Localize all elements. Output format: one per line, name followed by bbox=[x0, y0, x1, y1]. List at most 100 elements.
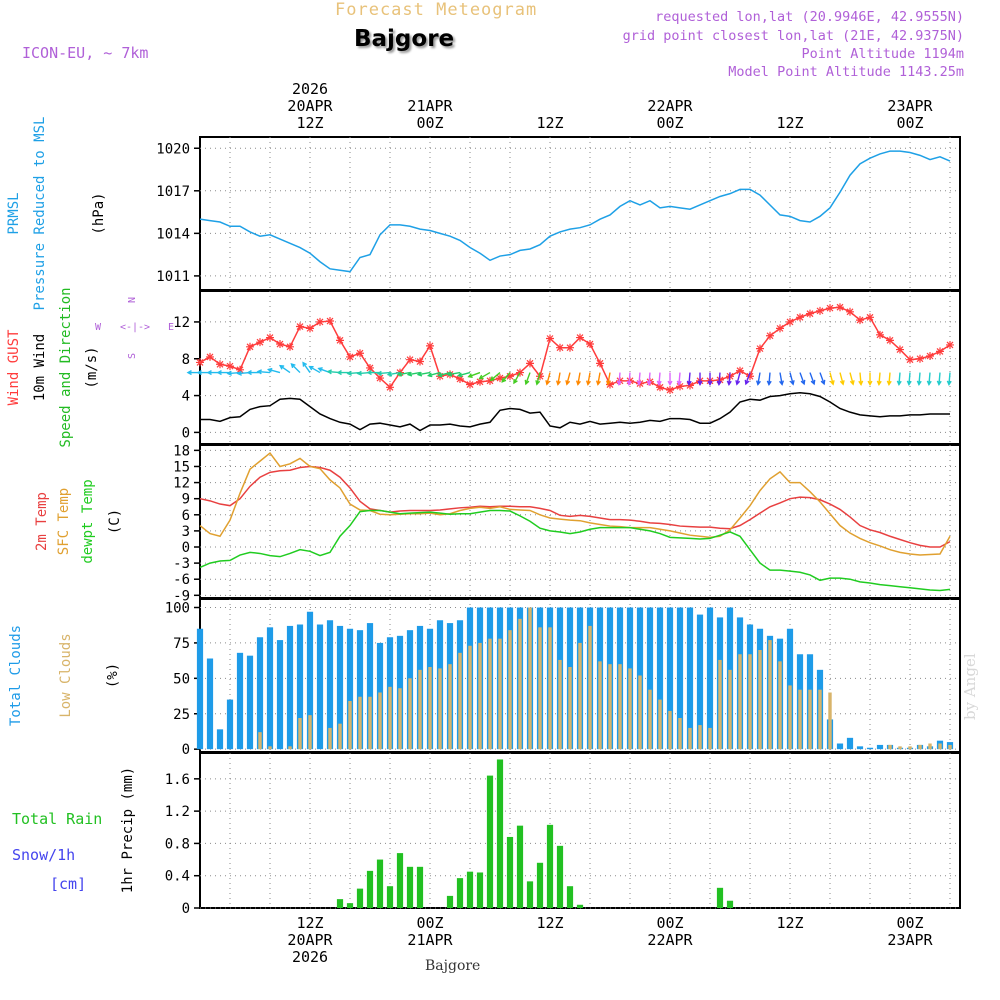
wind-arrow-head bbox=[545, 380, 551, 386]
panel-frame-1 bbox=[199, 290, 961, 445]
bar-low-clouds bbox=[468, 645, 472, 750]
bar-total-rain bbox=[556, 845, 564, 908]
wind-arrow bbox=[227, 371, 241, 375]
top-time-label: 20APR bbox=[287, 97, 333, 115]
requested-coordinates: requested lon,lat (20.9946E, 42.9555N) bbox=[655, 9, 964, 25]
y-tick-label: 75 bbox=[173, 636, 190, 652]
wind-arrow-head bbox=[636, 380, 642, 386]
wind-arrow bbox=[648, 372, 651, 385]
gust-marker bbox=[376, 374, 384, 383]
wind-arrow-head bbox=[256, 369, 262, 375]
wind-arrow-head bbox=[686, 380, 692, 386]
bottom-time-label: 00Z bbox=[416, 914, 443, 932]
wind-arrow-head bbox=[317, 367, 323, 372]
wind-arrow bbox=[736, 372, 741, 385]
wind-arrow bbox=[428, 371, 441, 377]
gust-marker bbox=[316, 317, 324, 326]
wind-arrow-head bbox=[697, 380, 703, 387]
panel-label: Speed and Direction bbox=[58, 287, 74, 447]
gust-marker bbox=[216, 360, 224, 369]
y-tick-label: 0.4 bbox=[165, 869, 190, 885]
wind-arrow-head bbox=[565, 380, 571, 386]
panel-frame-4 bbox=[199, 752, 961, 909]
series-line-2m-temp bbox=[199, 465, 951, 548]
wind-arrow bbox=[408, 371, 421, 376]
wind-arrow bbox=[638, 372, 641, 385]
gust-marker bbox=[546, 334, 554, 343]
wind-arrow-head bbox=[216, 370, 222, 376]
bar-low-clouds bbox=[448, 664, 452, 750]
bar-total-rain bbox=[466, 871, 474, 908]
top-time-label: 00Z bbox=[416, 114, 443, 132]
bar-low-clouds bbox=[428, 667, 432, 750]
y-tick-label: 1011 bbox=[156, 269, 190, 285]
wind-arrow bbox=[658, 372, 661, 385]
panel-unit: (C) bbox=[107, 509, 123, 534]
wind-arrow-head bbox=[302, 361, 308, 367]
panel-label: SFC Temp bbox=[56, 488, 72, 555]
series-line-10m-wind bbox=[200, 392, 950, 432]
bar-total-rain bbox=[416, 866, 424, 908]
gust-marker bbox=[856, 316, 864, 325]
bar-total-rain bbox=[486, 775, 494, 908]
bar-total-clouds bbox=[876, 744, 884, 750]
wind-arrow-head bbox=[755, 380, 761, 386]
wind-arrow-head bbox=[867, 380, 873, 387]
wind-arrow-head bbox=[656, 380, 662, 386]
bar-total-clouds bbox=[646, 607, 654, 750]
gust-marker bbox=[556, 343, 564, 352]
wind-arrow-head bbox=[206, 370, 212, 376]
bar-low-clouds bbox=[568, 667, 572, 750]
wind-arrow bbox=[768, 372, 771, 385]
gust-marker bbox=[736, 366, 744, 375]
gust-marker bbox=[826, 304, 834, 313]
wind-arrow-head bbox=[926, 380, 932, 386]
bar-total-rain bbox=[346, 903, 354, 908]
gust-marker bbox=[356, 349, 364, 358]
bar-total-clouds bbox=[336, 625, 344, 750]
gust-marker bbox=[236, 365, 244, 374]
y-tick-label: 50 bbox=[173, 671, 190, 687]
bar-total-rain bbox=[356, 888, 364, 908]
bottom-time-label: 00Z bbox=[656, 914, 683, 932]
wind-arrow bbox=[799, 372, 805, 385]
wind-arrow-head bbox=[336, 370, 342, 376]
gust-marker bbox=[876, 330, 884, 339]
bar-low-clouds bbox=[508, 630, 512, 750]
bar-low-clouds bbox=[778, 661, 782, 750]
gust-marker bbox=[506, 372, 514, 381]
model-name: ICON-EU, ~ 7km bbox=[22, 44, 149, 62]
wind-arrow bbox=[928, 372, 931, 385]
wind-arrow bbox=[546, 372, 551, 385]
gust-marker bbox=[816, 306, 824, 315]
panel-unit: (%) bbox=[105, 663, 121, 688]
bar-low-clouds bbox=[368, 696, 372, 750]
legend-total-rain: Total Rain bbox=[12, 810, 102, 828]
y-tick-label: 3 bbox=[182, 524, 190, 540]
wind-arrow-head bbox=[278, 364, 285, 370]
bar-total-clouds bbox=[266, 627, 274, 750]
gust-marker bbox=[456, 375, 464, 384]
wind-arrow-head bbox=[326, 369, 332, 375]
bar-total-clouds bbox=[226, 699, 234, 750]
wind-arrow-head bbox=[906, 380, 912, 386]
product-title: Forecast Meteogram bbox=[335, 0, 538, 20]
bar-low-clouds bbox=[738, 654, 742, 750]
gust-marker bbox=[276, 340, 284, 349]
bar-low-clouds bbox=[768, 640, 772, 750]
y-tick-label: 4 bbox=[182, 389, 190, 405]
compass-south: S bbox=[127, 353, 138, 359]
wind-arrow-head bbox=[346, 370, 352, 376]
bar-low-clouds bbox=[668, 710, 672, 750]
wind-arrow bbox=[279, 365, 291, 374]
legend-snow: Snow/1h bbox=[12, 846, 75, 864]
wind-arrow-head bbox=[936, 380, 942, 386]
gust-marker bbox=[676, 382, 684, 391]
y-tick-label: 0 bbox=[182, 742, 190, 758]
bar-low-clouds bbox=[948, 744, 952, 750]
y-tick-label: 0 bbox=[182, 425, 190, 441]
wind-arrow-head bbox=[386, 371, 393, 377]
bottom-time-label: 23APR bbox=[887, 931, 933, 949]
wind-arrow bbox=[809, 372, 815, 385]
wind-arrow bbox=[513, 372, 521, 384]
